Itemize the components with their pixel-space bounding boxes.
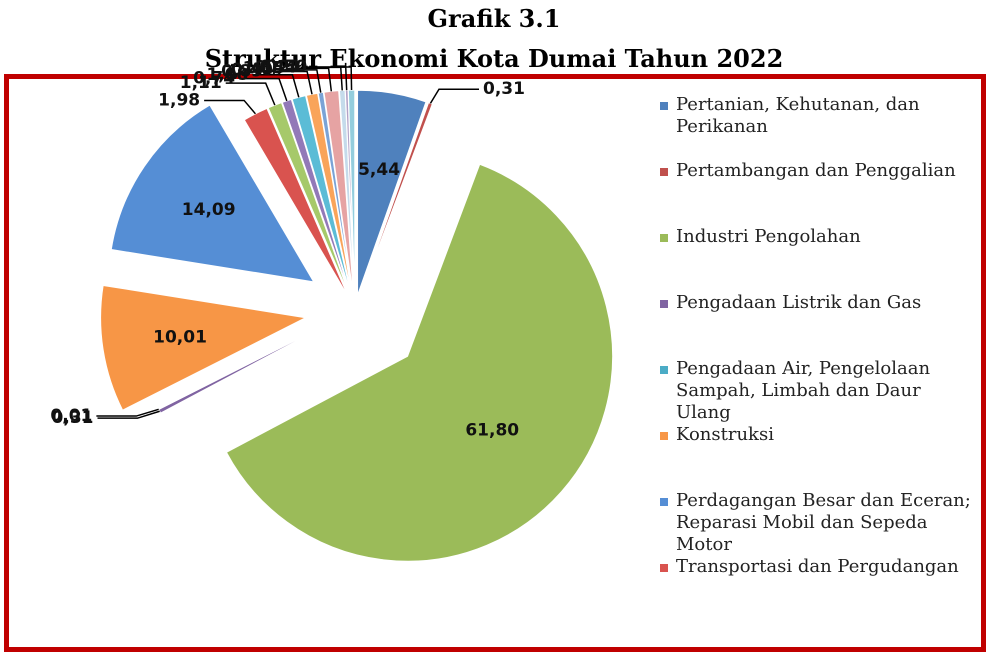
- chart-title: Grafik 3.1: [427, 4, 561, 33]
- data-label: 1,98: [158, 90, 200, 110]
- legend-swatch: [660, 234, 668, 242]
- data-label: 10,01: [153, 327, 207, 347]
- leader-line: [288, 67, 333, 92]
- pie-slice: [305, 92, 353, 296]
- leader-line: [239, 77, 288, 102]
- data-label: 0,01: [50, 406, 92, 426]
- data-label: 0,31: [483, 79, 525, 99]
- legend-label: Perdagangan Besar dan Eceran; Reparasi M…: [676, 490, 971, 555]
- leader-line: [267, 70, 313, 95]
- data-label: 14,09: [182, 200, 236, 220]
- pie-slice: [243, 107, 349, 297]
- leader-line: [276, 69, 322, 93]
- legend-item: Pertanian, Kehutanan, dan Perikanan: [660, 94, 975, 160]
- legend-item: Pengadaan Listrik dan Gas: [660, 292, 975, 358]
- chart-frame: [4, 74, 986, 652]
- legend-label: Transportasi dan Pergudangan: [676, 556, 959, 577]
- leader-line: [96, 408, 159, 417]
- legend-item: Konstruksi: [660, 424, 975, 490]
- legend-label: Konstruksi: [676, 424, 774, 445]
- data-label: 1,08: [206, 65, 248, 85]
- data-label: 0,44: [255, 57, 297, 77]
- legend-swatch: [660, 300, 668, 308]
- legend-label: Pertanian, Kehutanan, dan Perikanan: [676, 94, 920, 137]
- data-label: 0,31: [52, 408, 94, 428]
- legend-swatch: [660, 168, 668, 176]
- legend-label: Pertambangan dan Penggalian: [676, 160, 956, 181]
- legend-swatch: [660, 366, 668, 374]
- pie-slice: [357, 89, 427, 296]
- legend-label: Industri Pengolahan: [676, 226, 861, 247]
- data-label: 0,21: [260, 57, 302, 77]
- data-label: 1,11: [180, 73, 222, 93]
- data-label: 0,74: [193, 69, 235, 89]
- legend-item: Pengadaan Air, Pengelolaan Sampah, Limba…: [660, 358, 975, 424]
- pie-slice: [100, 284, 308, 411]
- data-label: 0,89: [221, 62, 263, 82]
- pie-slice: [110, 104, 315, 283]
- pie-slice: [225, 163, 614, 562]
- data-label: 0,50: [265, 57, 307, 77]
- legend-label: Pengadaan Listrik dan Gas: [676, 292, 922, 313]
- leader-line: [311, 66, 353, 91]
- legend-swatch: [660, 498, 668, 506]
- data-label: 0,40: [231, 60, 273, 80]
- legend-item: Transportasi dan Pergudangan: [660, 556, 975, 622]
- legend-item: Perdagangan Besar dan Eceran; Reparasi M…: [660, 490, 975, 556]
- legend-item: Pertambangan dan Penggalian: [660, 160, 975, 226]
- leader-line: [204, 99, 257, 115]
- data-label: 5,44: [358, 160, 400, 180]
- legend-label: Pengadaan Air, Pengelolaan Sampah, Limba…: [676, 358, 931, 423]
- legend-item: Industri Pengolahan: [660, 226, 975, 292]
- data-label: 61,80: [465, 421, 519, 441]
- leader-line: [429, 88, 479, 104]
- data-label: 1,15: [243, 58, 285, 78]
- pie-slice: [291, 95, 352, 296]
- legend: Pertanian, Kehutanan, dan Perikanan Perta…: [660, 94, 975, 622]
- legend-swatch: [660, 564, 668, 572]
- legend-swatch: [660, 432, 668, 440]
- leader-line: [97, 410, 160, 419]
- leader-line: [252, 74, 300, 98]
- leader-line: [225, 82, 276, 106]
- legend-swatch: [660, 102, 668, 110]
